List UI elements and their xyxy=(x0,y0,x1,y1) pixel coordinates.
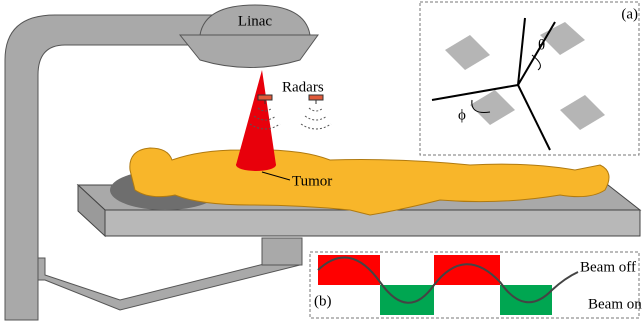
beam-off-label: Beam off xyxy=(580,259,636,275)
beam-off-block xyxy=(434,255,500,285)
inset-b-tag: (b) xyxy=(314,293,332,309)
radar xyxy=(309,95,323,100)
beam-on-block xyxy=(380,285,434,315)
page: Linac Tumor Radars θ ϕ (a) (b) Beam off … xyxy=(0,0,642,325)
gantry-lower-arm xyxy=(38,255,300,310)
beam xyxy=(236,70,276,165)
tumor-label: Tumor xyxy=(292,173,332,189)
diagram: Linac Tumor Radars θ ϕ (a) (b) Beam off … xyxy=(0,0,642,325)
beam-on-label: Beam on xyxy=(588,296,642,312)
beam-spot xyxy=(236,159,276,171)
radars-label: Radars xyxy=(282,79,324,95)
inset-a-frame xyxy=(420,2,639,155)
inset-a-tag: (a) xyxy=(621,6,638,22)
beam-on-block xyxy=(500,285,552,315)
phi-label: ϕ xyxy=(458,107,466,123)
linac-head xyxy=(180,35,318,68)
linac-label: Linac xyxy=(238,13,272,29)
imager-panel xyxy=(262,238,302,265)
theta-label: θ xyxy=(538,37,545,53)
radar xyxy=(258,95,272,100)
